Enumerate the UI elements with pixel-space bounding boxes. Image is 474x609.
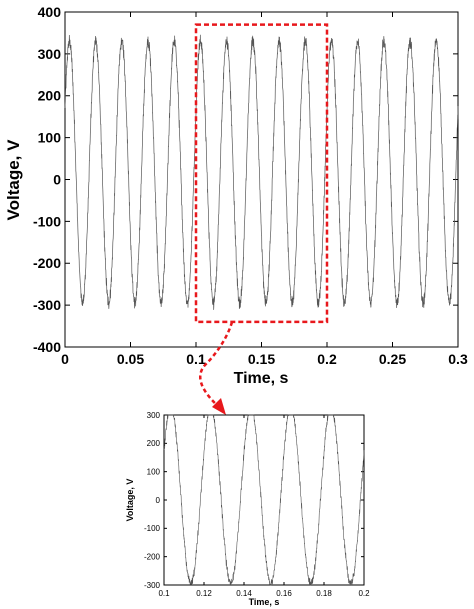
main-chart: 0 0.05 0.1 0.15 0.2 0.25 0.3 -400 -300 -200 -100 0 1… [4,4,468,387]
x-tick-label: 0.2 [358,589,370,598]
y-tick-label: -200 [144,552,161,561]
connector-dashed-curve [198,321,234,409]
x-tick-label: 0.1 [158,589,170,598]
y-tick-label: -200 [33,255,61,271]
x-tick-label: 0.18 [316,589,332,598]
y-tick-label: 300 [147,411,161,420]
y-tick-label: 200 [147,439,161,448]
y-tick-label: -400 [33,339,61,355]
main-y-axis-label: Voltage, V [4,139,23,221]
zoom-region-box [194,23,329,324]
x-tick-label: 0.12 [196,589,212,598]
connector-arrowhead [212,398,226,415]
x-tick-label: 0.05 [117,351,144,367]
zoom-y-axis-label: Voltage, V [125,479,135,522]
x-tick-label: 0.25 [379,351,406,367]
x-tick-label: 0.15 [248,351,275,367]
y-tick-label: 0 [156,496,161,505]
y-tick-label: 100 [147,467,161,476]
zoom-waveform [163,414,365,587]
zoom-ticks: 0.1 0.12 0.14 0.16 0.18 0.2 -300 -200 -100 0 100 20… [144,411,370,598]
y-tick-label: -300 [33,297,61,313]
main-waveform [64,34,459,310]
zoom-plot-frame [163,414,365,586]
zoom-chart: 0.1 0.12 0.14 0.16 0.18 0.2 -300 -200 -100 0 100 20… [125,411,370,607]
main-plot-frame [64,11,459,348]
voltage-series-line [64,34,459,310]
zoom-x-axis-label: Time, s [249,597,280,607]
x-tick-label: 0 [61,351,69,367]
x-tick-label: 0.16 [276,589,292,598]
y-tick-label: 300 [38,46,62,62]
y-tick-label: -100 [144,524,161,533]
y-tick-label: 200 [38,88,62,104]
voltage-series-line [163,414,365,587]
zoom-connector-arrow [198,321,234,415]
x-tick-label: 0.1 [186,351,206,367]
x-tick-label: 0.3 [448,351,468,367]
x-tick-label: 0.2 [317,351,337,367]
y-tick-label: 400 [38,4,62,20]
x-tick-label: 0.14 [236,589,252,598]
y-tick-label: 0 [53,171,61,187]
y-tick-label: 100 [38,130,62,146]
main-ticks: 0 0.05 0.1 0.15 0.2 0.25 0.3 -400 -300 -200 -100 0 1… [33,4,468,367]
main-x-axis-label: Time, s [234,370,289,387]
y-tick-label: -300 [144,581,161,590]
y-tick-label: -100 [33,213,61,229]
